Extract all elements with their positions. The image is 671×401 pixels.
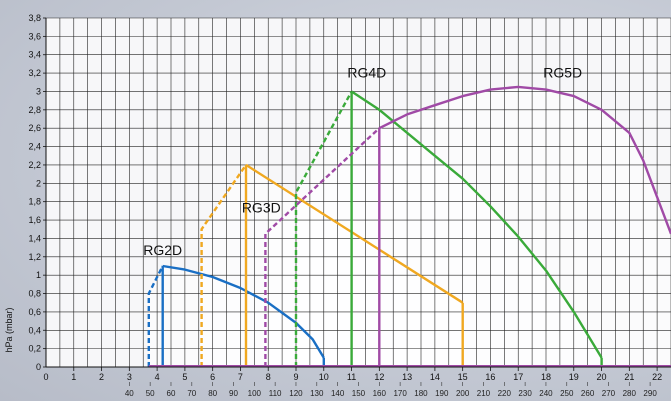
x2-tick-label: 110 [269,389,282,398]
y-tick-label: 3,2 [28,68,41,78]
y-tick-label: 3,8 [28,13,41,23]
x2-tick-label: 230 [518,389,532,398]
x2-tick-label: 220 [498,389,512,398]
x-tick-label: 10 [319,372,329,382]
x2-tick-label: 120 [289,389,303,398]
y-axis-label: hPa (mbar) [4,307,14,352]
envelope-fill-rg5d [265,86,671,368]
x-tick-label: 9 [293,372,298,382]
x2-tick-label: 200 [456,389,470,398]
x-tick-label: 5 [182,372,187,382]
x2-tick-label: 180 [414,389,428,398]
x-tick-label: 3 [127,372,132,382]
x2-tick-label: 190 [435,389,449,398]
y-tick-label: 0,2 [28,344,41,354]
x2-tick-label: 140 [331,389,345,398]
x-tick-label: 18 [541,372,551,382]
x-tick-label: 6 [210,372,215,382]
x2-tick-label: 80 [208,389,217,398]
x2-tick-label: 280 [623,389,637,398]
rg5d-dashed-line [264,127,381,367]
y-tick-label: 0,4 [28,325,41,335]
x-tick-label: 22 [652,372,662,382]
series-label-rg4d: RG4D [347,65,386,81]
y-tick-label: 1,4 [28,233,41,243]
y-tick-label: 2,6 [28,123,41,133]
y-tick-label: 0 [36,362,41,372]
x-tick-label: 13 [402,372,412,382]
x2-tick-label: 210 [477,389,491,398]
series-lines [147,85,671,367]
x-tick-label: 19 [569,372,579,382]
x-tick-label: 8 [266,372,271,382]
x2-tick-label: 270 [602,389,616,398]
x2-tick-label: 290 [643,389,657,398]
y-tick-label: 3,4 [28,50,41,60]
y-tick-label: 1,6 [28,215,41,225]
grid-lines [46,17,671,367]
x2-tick-label: 40 [125,389,134,398]
series-label-rg3d: RG3D [242,200,281,216]
x-tick-label: 15 [458,372,468,382]
x-tick-label: 16 [485,372,495,382]
x2-tick-label: 100 [248,389,262,398]
rg2d-curve [162,264,325,359]
x-tick-label: 20 [597,372,607,382]
x2-tick-label: 90 [229,389,238,398]
series-label-rg2d: RG2D [143,242,182,258]
y-tick-label: 1,2 [28,252,41,262]
x2-tick-label: 160 [373,389,387,398]
series-label-rg5d: RG5D [543,65,582,81]
x2-tick-label: 70 [187,389,196,398]
y-tick-label: 0,6 [28,307,41,317]
y-tick-label: 3,6 [28,31,41,41]
x2-tick-label: 50 [146,389,155,398]
x2-tick-label: 150 [352,389,366,398]
x-tick-label: 17 [513,372,523,382]
y-tick-label: 2,8 [28,105,41,115]
series-labels: RG2D RG3D RG4D RG5D [143,65,582,258]
x-tick-label: 21 [624,372,634,382]
y-tick-label: 1 [36,270,41,280]
rg5d-curve [378,85,671,235]
x2-tick-label: 60 [167,389,176,398]
x-tick-label: 4 [155,372,160,382]
axes: 0 0,2 0,4 0,6 0,8 1 1,2 1,4 1,6 1,8 2 2,2 2,4 2,6 2,8 3… [4,13,671,398]
y-tick-label: 2,4 [28,142,41,152]
x2-tick-label: 170 [393,389,407,398]
x-tick-label: 0 [43,372,48,382]
y-tick-label: 2 [36,178,41,188]
x-tick-label: 7 [238,372,243,382]
x2-tick-label: 250 [560,389,574,398]
y-tick-label: 3 [36,86,41,96]
y-tick-label: 1,8 [28,197,41,207]
x2-tick-label: 240 [539,389,553,398]
x-tick-label: 14 [430,372,440,382]
y-tick-label: 2,2 [28,160,41,170]
x-tick-label: 12 [374,372,384,382]
rg2d-dashed-line [147,265,164,367]
x2-tick-label: 130 [310,389,324,398]
rg4d-dashed-line [294,90,353,367]
y-tick-label: 0,8 [28,289,41,299]
rg3d-curve [245,163,464,304]
x-tick-label: 2 [99,372,104,382]
x-tick-label: 1 [71,372,76,382]
x2-tick-label: 260 [581,389,595,398]
rg3d-dashed-line [200,164,247,367]
x-tick-label: 11 [347,372,356,382]
